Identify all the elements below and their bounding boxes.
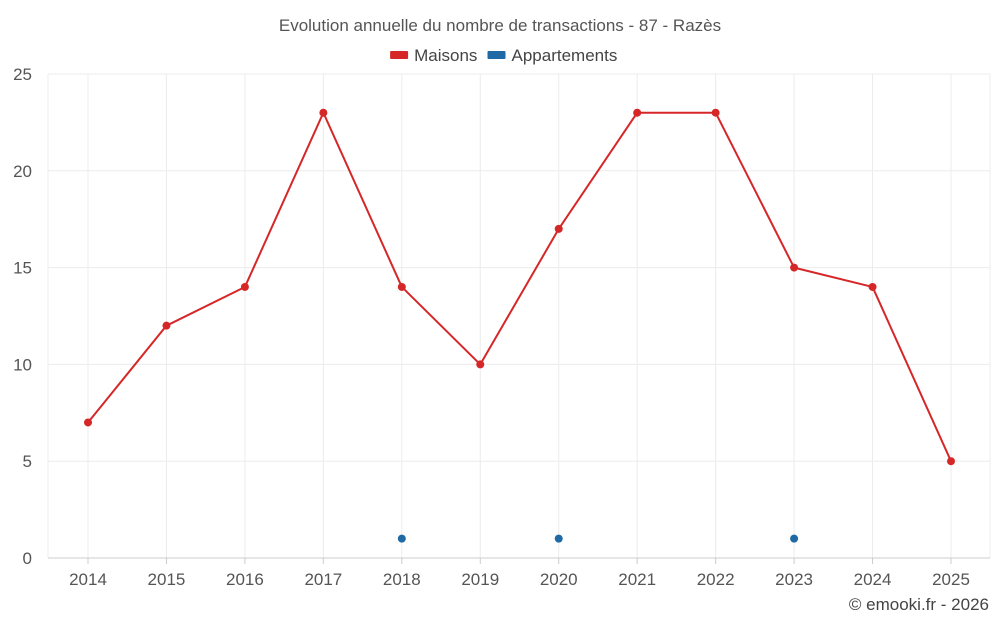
x-tick-label: 2018 — [383, 570, 421, 589]
legend: Maisons Appartements — [390, 46, 617, 65]
y-tick-label: 5 — [23, 452, 32, 471]
x-tick-label: 2022 — [697, 570, 735, 589]
data-point[interactable] — [554, 224, 563, 233]
legend-swatch — [487, 51, 506, 59]
data-point[interactable] — [947, 457, 955, 466]
legend-item-maisons[interactable]: Maisons — [390, 46, 477, 65]
x-tick-label: 2015 — [148, 570, 186, 589]
x-tick-label: 2021 — [618, 570, 656, 589]
y-axis-ticks: 0 5 10 15 20 25 — [13, 65, 32, 568]
y-tick-label: 15 — [13, 259, 32, 278]
legend-item-appartements[interactable]: Appartements — [487, 46, 618, 65]
y-tick-label: 0 — [23, 549, 32, 568]
data-point[interactable] — [397, 534, 406, 543]
data-point[interactable] — [790, 263, 799, 272]
series-layer — [84, 108, 955, 543]
credit-text: © emooki.fr - 2026 — [849, 595, 989, 614]
y-tick-label: 10 — [13, 355, 32, 374]
series-maisons — [84, 108, 955, 466]
y-tick-label: 25 — [13, 65, 32, 84]
x-tick-label: 2019 — [461, 570, 499, 589]
data-point[interactable] — [397, 282, 406, 291]
x-tick-label: 2017 — [304, 570, 342, 589]
axes — [47, 74, 991, 564]
x-tick-label: 2023 — [775, 570, 813, 589]
legend-label: Maisons — [414, 46, 477, 65]
data-point[interactable] — [554, 534, 563, 543]
x-axis-ticks: 2014 2015 2016 2017 2018 2019 2020 2021 2022 2023… — [69, 570, 970, 589]
series-line — [87, 111, 952, 462]
data-point[interactable] — [84, 418, 92, 427]
data-point[interactable] — [240, 282, 249, 291]
data-point[interactable] — [633, 108, 642, 117]
grid — [48, 73, 990, 558]
x-tick-label: 2014 — [69, 570, 107, 589]
data-point[interactable] — [790, 534, 799, 543]
data-point[interactable] — [162, 321, 171, 330]
legend-label: Appartements — [512, 46, 618, 65]
y-tick-label: 20 — [13, 162, 32, 181]
chart-title: Evolution annuelle du nombre de transact… — [279, 16, 721, 35]
legend-swatch — [390, 51, 409, 59]
data-point[interactable] — [476, 360, 485, 369]
x-tick-label: 2020 — [540, 570, 578, 589]
data-point[interactable] — [319, 108, 328, 117]
series-appartements — [397, 534, 799, 543]
data-point[interactable] — [868, 282, 877, 291]
x-tick-label: 2016 — [226, 570, 264, 589]
x-tick-label: 2025 — [932, 570, 970, 589]
data-point[interactable] — [711, 108, 720, 117]
x-tick-label: 2024 — [854, 570, 892, 589]
